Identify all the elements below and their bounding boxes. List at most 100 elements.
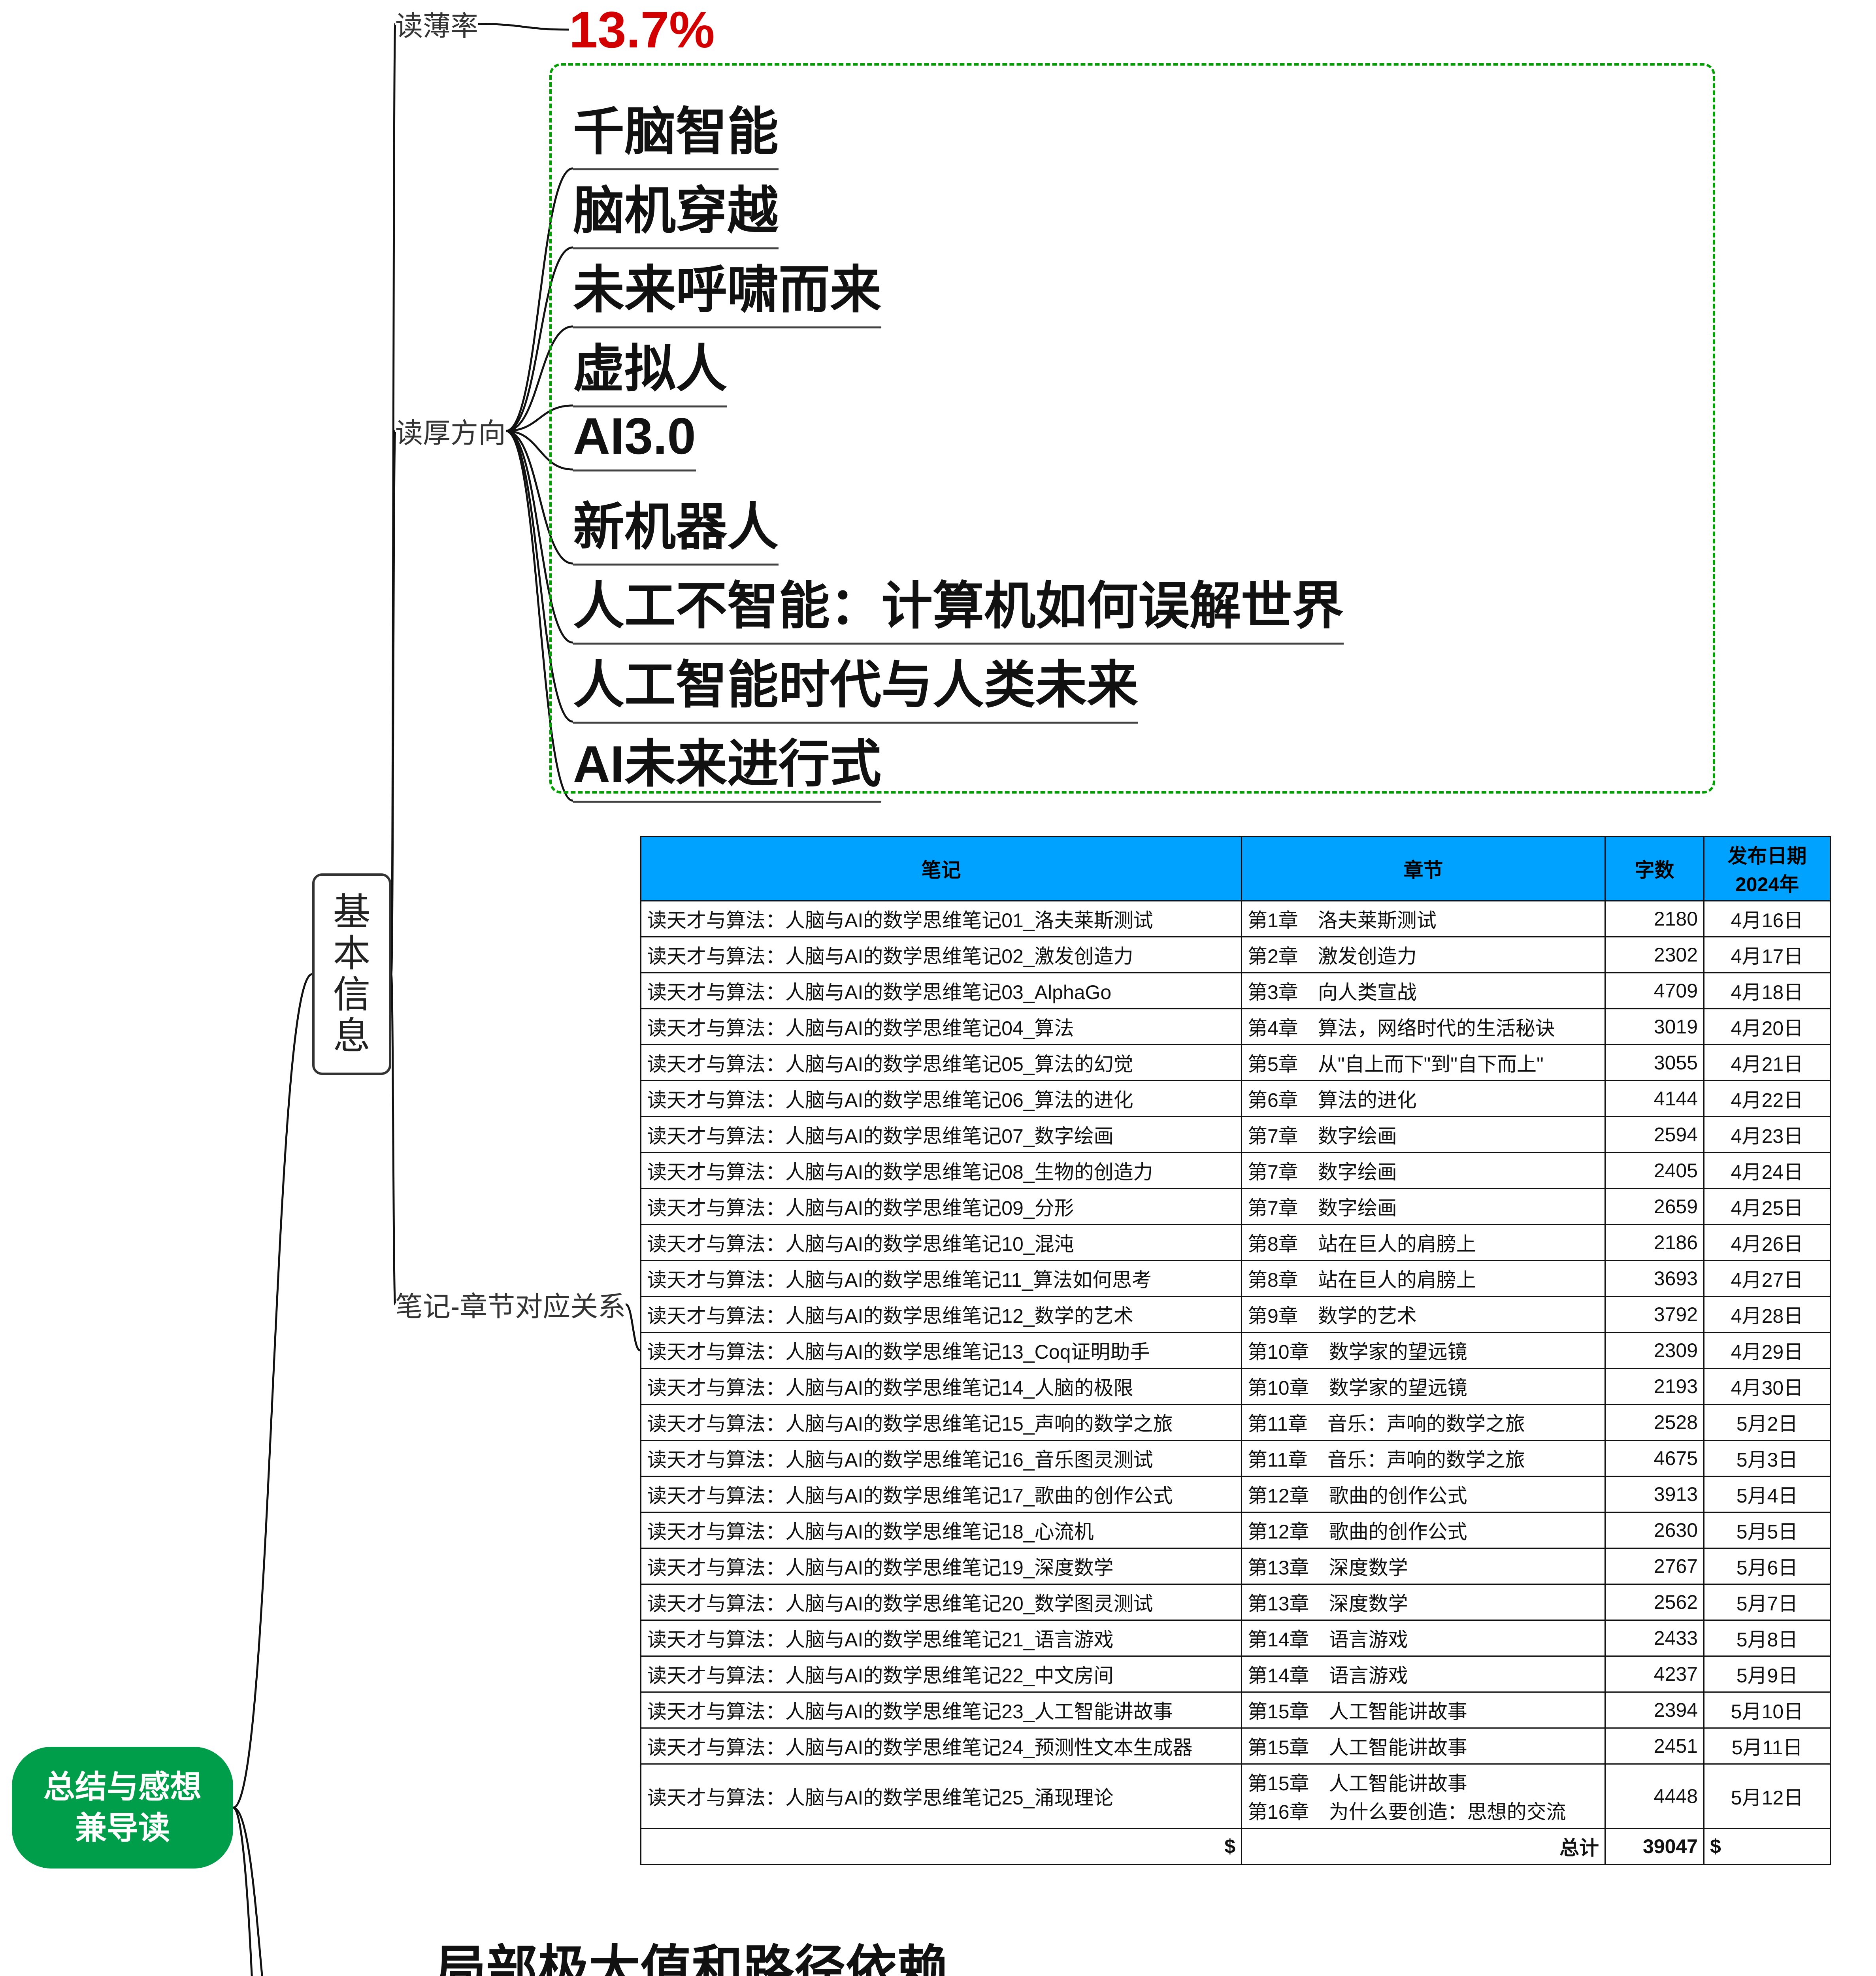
table-total-row: $总计39047$ xyxy=(641,1829,1831,1865)
table-row: 读天才与算法：人脑与AI的数学思维笔记04_算法第4章 算法，网络时代的生活秘诀… xyxy=(641,1009,1831,1045)
table-cell: 读天才与算法：人脑与AI的数学思维笔记08_生物的创造力 xyxy=(641,1153,1242,1189)
table-cell: 读天才与算法：人脑与AI的数学思维笔记19_深度数学 xyxy=(641,1548,1242,1584)
direction-label: 读厚方向 xyxy=(395,411,506,451)
table-cell: 2630 xyxy=(1605,1512,1704,1548)
table-cell: 39047 xyxy=(1605,1829,1704,1865)
table-row: 读天才与算法：人脑与AI的数学思维笔记13_Coq证明助手第10章 数学家的望远… xyxy=(641,1333,1831,1369)
table-cell: 第10章 数学家的望远镜 xyxy=(1242,1369,1605,1405)
table-cell: 2451 xyxy=(1605,1728,1704,1764)
table-cell: 4月26日 xyxy=(1704,1225,1831,1261)
table-header: 发布日期2024年 xyxy=(1704,837,1831,901)
table-cell: 5月3日 xyxy=(1704,1441,1831,1476)
table-cell: 2767 xyxy=(1605,1548,1704,1584)
table-cell: 4月22日 xyxy=(1704,1081,1831,1117)
table-header: 笔记 xyxy=(641,837,1242,901)
table-cell: 2394 xyxy=(1605,1692,1704,1728)
table-cell: 2186 xyxy=(1605,1225,1704,1261)
table-cell: 4月16日 xyxy=(1704,901,1831,937)
table-cell: 5月5日 xyxy=(1704,1512,1831,1548)
direction-item: 人工不智能：计算机如何误解世界 xyxy=(573,561,1344,645)
table-cell: 2302 xyxy=(1605,937,1704,973)
table-cell: 4月21日 xyxy=(1704,1045,1831,1081)
direction-item: 新机器人 xyxy=(573,482,779,566)
table-cell: 读天才与算法：人脑与AI的数学思维笔记15_声响的数学之旅 xyxy=(641,1405,1242,1441)
table-cell: 5月6日 xyxy=(1704,1548,1831,1584)
direction-item: 人工智能时代与人类未来 xyxy=(573,640,1138,724)
table-cell: 4月30日 xyxy=(1704,1369,1831,1405)
table-cell: 5月8日 xyxy=(1704,1620,1831,1656)
table-cell: 读天才与算法：人脑与AI的数学思维笔记11_算法如何思考 xyxy=(641,1261,1242,1297)
highlight-item: 局部极大值和路径依赖 xyxy=(435,1925,948,1976)
table-cell: 读天才与算法：人脑与AI的数学思维笔记20_数学图灵测试 xyxy=(641,1584,1242,1620)
branch-basic-info: 基本信息 xyxy=(312,873,391,1075)
table-cell: 读天才与算法：人脑与AI的数学思维笔记01_洛夫莱斯测试 xyxy=(641,901,1242,937)
table-cell: 5月11日 xyxy=(1704,1728,1831,1764)
table-cell: 2433 xyxy=(1605,1620,1704,1656)
table-row: 读天才与算法：人脑与AI的数学思维笔记02_激发创造力第2章 激发创造力2302… xyxy=(641,937,1831,973)
table-cell: 读天才与算法：人脑与AI的数学思维笔记02_激发创造力 xyxy=(641,937,1242,973)
table-row: 读天才与算法：人脑与AI的数学思维笔记24_预测性文本生成器第15章 人工智能讲… xyxy=(641,1728,1831,1764)
table-row: 读天才与算法：人脑与AI的数学思维笔记23_人工智能讲故事第15章 人工智能讲故… xyxy=(641,1692,1831,1728)
table-cell: 总计 xyxy=(1242,1829,1605,1865)
table-cell: 读天才与算法：人脑与AI的数学思维笔记05_算法的幻觉 xyxy=(641,1045,1242,1081)
basic-info-label: 基本信息 xyxy=(330,892,373,1057)
table-cell: 4月18日 xyxy=(1704,973,1831,1009)
table-cell: 第11章 音乐：声响的数学之旅 xyxy=(1242,1441,1605,1476)
table-row: 读天才与算法：人脑与AI的数学思维笔记21_语言游戏第14章 语言游戏24335… xyxy=(641,1620,1831,1656)
table-cell: 读天才与算法：人脑与AI的数学思维笔记25_涌现理论 xyxy=(641,1764,1242,1829)
table-cell: 读天才与算法：人脑与AI的数学思维笔记23_人工智能讲故事 xyxy=(641,1692,1242,1728)
table-cell: 第8章 站在巨人的肩膀上 xyxy=(1242,1261,1605,1297)
table-cell: 读天才与算法：人脑与AI的数学思维笔记14_人脑的极限 xyxy=(641,1369,1242,1405)
table-cell: 第14章 语言游戏 xyxy=(1242,1656,1605,1692)
table-cell: 第15章 人工智能讲故事第16章 为什么要创造：思想的交流 xyxy=(1242,1764,1605,1829)
direction-item: AI未来进行式 xyxy=(573,719,881,803)
table-cell: 读天才与算法：人脑与AI的数学思维笔记06_算法的进化 xyxy=(641,1081,1242,1117)
table-row: 读天才与算法：人脑与AI的数学思维笔记03_AlphaGo第3章 向人类宣战47… xyxy=(641,973,1831,1009)
table-cell: 第15章 人工智能讲故事 xyxy=(1242,1728,1605,1764)
rate-label: 读薄率 xyxy=(395,4,478,44)
table-row: 读天才与算法：人脑与AI的数学思维笔记09_分形第7章 数字绘画26594月25… xyxy=(641,1189,1831,1225)
rate-value: 13.7% xyxy=(569,0,715,59)
table-row: 读天才与算法：人脑与AI的数学思维笔记07_数字绘画第7章 数字绘画25944月… xyxy=(641,1117,1831,1153)
table-cell: 读天才与算法：人脑与AI的数学思维笔记17_歌曲的创作公式 xyxy=(641,1476,1242,1512)
table-cell: $ xyxy=(641,1829,1242,1865)
table-cell: 读天才与算法：人脑与AI的数学思维笔记13_Coq证明助手 xyxy=(641,1333,1242,1369)
table-cell: 4月29日 xyxy=(1704,1333,1831,1369)
table-cell: 3913 xyxy=(1605,1476,1704,1512)
table-cell: 3055 xyxy=(1605,1045,1704,1081)
table-row: 读天才与算法：人脑与AI的数学思维笔记08_生物的创造力第7章 数字绘画2405… xyxy=(641,1153,1831,1189)
table-cell: 4144 xyxy=(1605,1081,1704,1117)
table-cell: 第15章 人工智能讲故事 xyxy=(1242,1692,1605,1728)
table-cell: 4675 xyxy=(1605,1441,1704,1476)
table-cell: 读天才与算法：人脑与AI的数学思维笔记12_数学的艺术 xyxy=(641,1297,1242,1333)
table-cell: 2562 xyxy=(1605,1584,1704,1620)
direction-item: 未来呼啸而来 xyxy=(573,245,881,328)
table-cell: 第7章 数字绘画 xyxy=(1242,1117,1605,1153)
direction-item: 千脑智能 xyxy=(573,87,779,170)
table-row: 读天才与算法：人脑与AI的数学思维笔记14_人脑的极限第10章 数学家的望远镜2… xyxy=(641,1369,1831,1405)
table-cell: 读天才与算法：人脑与AI的数学思维笔记09_分形 xyxy=(641,1189,1242,1225)
table-cell: 第4章 算法，网络时代的生活秘诀 xyxy=(1242,1009,1605,1045)
table-cell: $ xyxy=(1704,1829,1831,1865)
table-header: 章节 xyxy=(1242,837,1605,901)
table-cell: 第10章 数学家的望远镜 xyxy=(1242,1333,1605,1369)
table-row: 读天才与算法：人脑与AI的数学思维笔记05_算法的幻觉第5章 从"自上而下"到"… xyxy=(641,1045,1831,1081)
table-cell: 2659 xyxy=(1605,1189,1704,1225)
table-cell: 读天才与算法：人脑与AI的数学思维笔记16_音乐图灵测试 xyxy=(641,1441,1242,1476)
table-cell: 5月12日 xyxy=(1704,1764,1831,1829)
relation-label: 笔记-章节对应关系 xyxy=(395,1284,626,1324)
table-cell: 第5章 从"自上而下"到"自下而上" xyxy=(1242,1045,1605,1081)
table-cell: 4月27日 xyxy=(1704,1261,1831,1297)
table-cell: 2309 xyxy=(1605,1333,1704,1369)
table-cell: 第9章 数学的艺术 xyxy=(1242,1297,1605,1333)
table-cell: 2528 xyxy=(1605,1405,1704,1441)
root-node: 总结与感想 兼导读 xyxy=(12,1747,233,1869)
table-cell: 读天才与算法：人脑与AI的数学思维笔记10_混沌 xyxy=(641,1225,1242,1261)
table-row: 读天才与算法：人脑与AI的数学思维笔记10_混沌第8章 站在巨人的肩膀上2186… xyxy=(641,1225,1831,1261)
table-row: 读天才与算法：人脑与AI的数学思维笔记11_算法如何思考第8章 站在巨人的肩膀上… xyxy=(641,1261,1831,1297)
table-cell: 第11章 音乐：声响的数学之旅 xyxy=(1242,1405,1605,1441)
table-cell: 读天才与算法：人脑与AI的数学思维笔记18_心流机 xyxy=(641,1512,1242,1548)
table-row: 读天才与算法：人脑与AI的数学思维笔记18_心流机第12章 歌曲的创作公式263… xyxy=(641,1512,1831,1548)
table-cell: 2405 xyxy=(1605,1153,1704,1189)
table-cell: 2180 xyxy=(1605,901,1704,937)
